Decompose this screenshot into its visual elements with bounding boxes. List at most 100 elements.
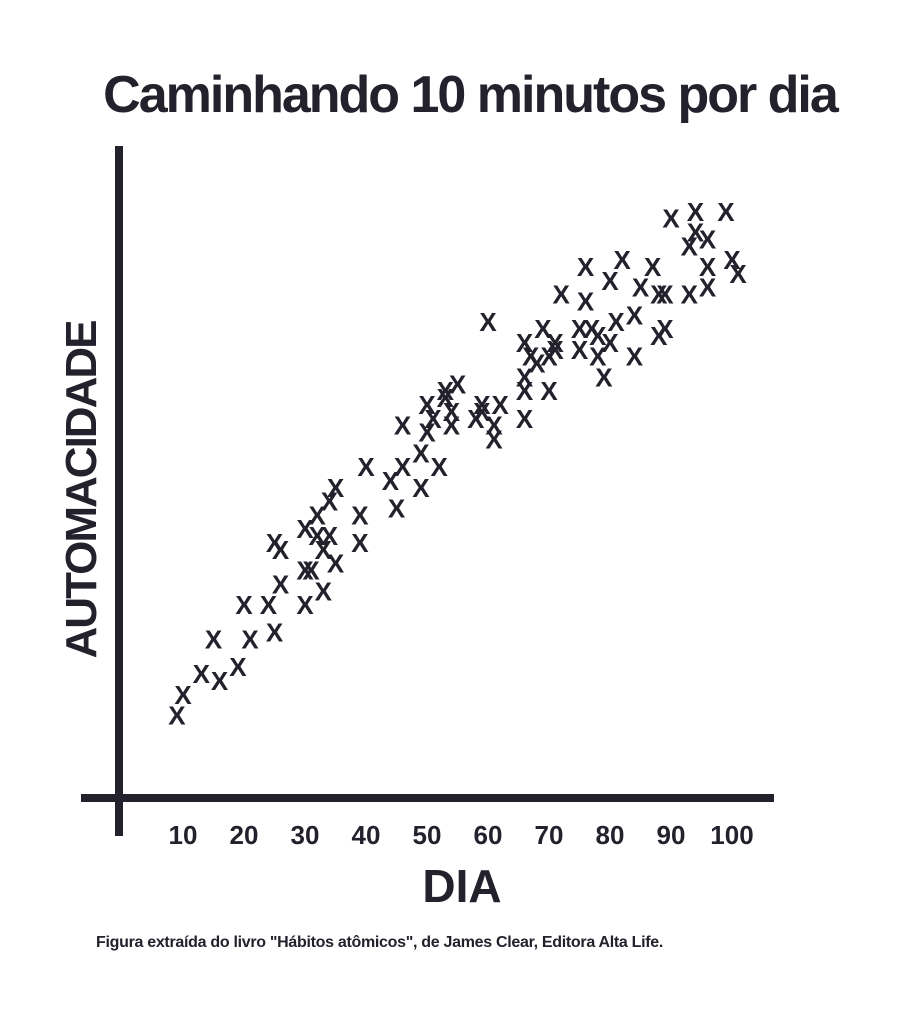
data-point-x: X: [516, 404, 534, 434]
data-point-x: X: [699, 252, 717, 282]
data-point-x: X: [351, 500, 369, 530]
x-tick-label: 80: [596, 820, 625, 850]
data-point-x: X: [522, 342, 540, 372]
chart-title: Caminhando 10 minutos por dia: [103, 66, 840, 124]
data-point-x: X: [540, 376, 558, 406]
y-axis-title: AUTOMACIDADE: [57, 321, 106, 659]
data-point-x: X: [528, 349, 546, 379]
x-tick-label: 70: [535, 820, 564, 850]
data-point-x: X: [437, 376, 455, 406]
data-point-x: X: [418, 390, 436, 420]
data-point-x: X: [266, 528, 284, 558]
data-point-x: X: [632, 273, 650, 303]
data-point-x: X: [614, 245, 632, 275]
data-point-x: X: [516, 328, 534, 358]
data-point-x: X: [687, 218, 705, 248]
data-point-x: X: [534, 314, 552, 344]
data-point-x: X: [351, 528, 369, 558]
data-point-x: X: [418, 418, 436, 448]
data-point-x: X: [589, 321, 607, 351]
data-point-x: X: [516, 376, 534, 406]
data-point-x: X: [729, 259, 747, 289]
data-point-x: X: [321, 487, 339, 517]
data-point-x: X: [601, 266, 619, 296]
data-point-x: X: [583, 314, 601, 344]
data-point-x: X: [412, 473, 430, 503]
data-point-x: X: [443, 411, 461, 441]
x-tick-label: 90: [657, 820, 686, 850]
data-point-x: X: [168, 701, 186, 731]
data-point-x: X: [357, 452, 375, 482]
data-point-x: X: [449, 369, 467, 399]
data-point-x: X: [699, 224, 717, 254]
data-point-x: X: [296, 514, 314, 544]
x-tick-labels: 10 20 30 40 50 60 70 80 90 100: [169, 820, 754, 850]
data-point-x: X: [437, 383, 455, 413]
data-point-x: X: [577, 252, 595, 282]
x-axis-title: DIA: [422, 860, 501, 912]
data-point-x: X: [296, 590, 314, 620]
data-point-x: X: [327, 473, 345, 503]
data-point-x: X: [626, 342, 644, 372]
data-point-x: X: [577, 287, 595, 317]
data-point-x: X: [546, 335, 564, 365]
data-point-x: X: [302, 556, 320, 586]
data-point-x: X: [681, 280, 699, 310]
data-point-x: X: [309, 521, 327, 551]
data-point-x: X: [687, 197, 705, 227]
data-point-x: X: [479, 307, 497, 337]
data-point-x: X: [241, 625, 259, 655]
x-tick-label: 60: [474, 820, 503, 850]
data-point-x: X: [485, 411, 503, 441]
data-point-x: X: [272, 535, 290, 565]
data-point-x: X: [315, 535, 333, 565]
data-point-x: X: [296, 556, 314, 586]
data-point-x: X: [601, 328, 619, 358]
data-point-x: X: [309, 500, 327, 530]
data-point-x: X: [473, 390, 491, 420]
data-point-x: X: [394, 411, 412, 441]
data-point-x: X: [431, 452, 449, 482]
data-point-x: X: [492, 390, 510, 420]
data-point-x: X: [571, 335, 589, 365]
data-point-x: X: [193, 659, 211, 689]
data-point-x: X: [327, 549, 345, 579]
data-point-x: X: [595, 362, 613, 392]
data-point-x: X: [473, 397, 491, 427]
data-point-x: X: [467, 404, 485, 434]
data-point-x: X: [321, 521, 339, 551]
data-point-x: X: [443, 397, 461, 427]
data-point-x: X: [656, 314, 674, 344]
data-point-x: X: [650, 280, 668, 310]
data-point-x: X: [717, 197, 735, 227]
data-point-x: X: [266, 618, 284, 648]
x-tick-label: 40: [352, 820, 381, 850]
figure-caption: Figura extraída do livro "Hábitos atômic…: [96, 934, 664, 951]
data-point-x: X: [388, 494, 406, 524]
data-point-x: X: [394, 452, 412, 482]
data-point-x: X: [644, 252, 662, 282]
data-point-x: X: [699, 273, 717, 303]
data-point-x: X: [540, 342, 558, 372]
x-tick-label: 100: [710, 820, 753, 850]
data-point-x: X: [650, 321, 668, 351]
data-point-x: X: [681, 231, 699, 261]
data-point-x: X: [174, 680, 192, 710]
data-point-x: X: [516, 362, 534, 392]
x-tick-label: 50: [413, 820, 442, 850]
data-point-x: X: [272, 569, 290, 599]
data-point-x: X: [260, 590, 278, 620]
data-point-x: X: [546, 328, 564, 358]
data-point-x: X: [553, 280, 571, 310]
data-point-x: X: [315, 576, 333, 606]
data-point-x: X: [485, 425, 503, 455]
data-point-x: X: [211, 666, 229, 696]
data-point-x: X: [607, 307, 625, 337]
data-point-x: X: [235, 590, 253, 620]
data-point-x: X: [412, 438, 430, 468]
x-tick-label: 10: [169, 820, 198, 850]
data-point-x: X: [205, 625, 223, 655]
data-point-x: X: [229, 652, 247, 682]
